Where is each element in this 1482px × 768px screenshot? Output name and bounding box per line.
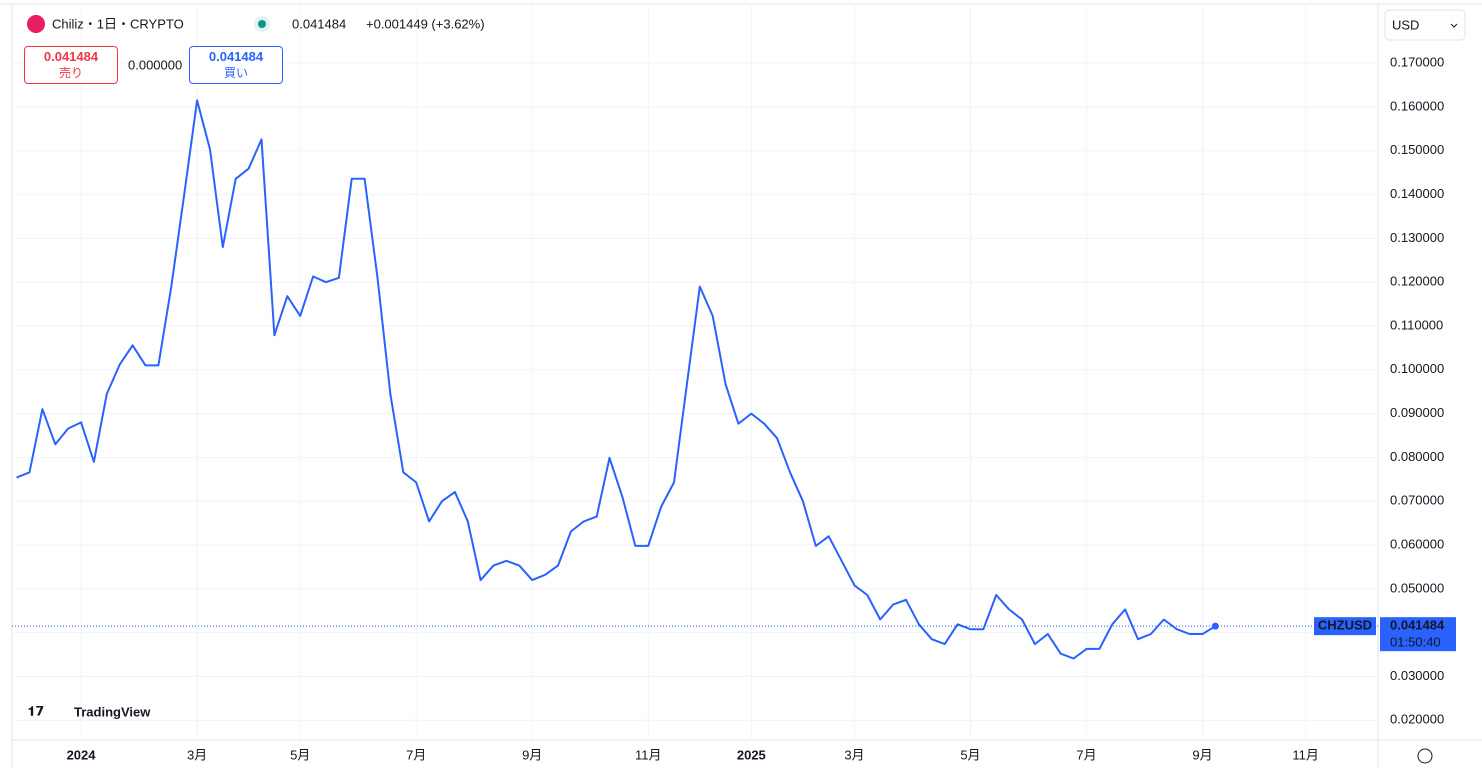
currency-select[interactable] [1384, 9, 1466, 41]
y-tick-label: 0.170000 [1390, 55, 1444, 70]
last-point [1211, 622, 1219, 630]
status-dot [258, 20, 266, 28]
y-tick-label: 0.070000 [1390, 493, 1444, 508]
y-tick-label: 0.060000 [1390, 536, 1444, 551]
y-tick-label: 0.160000 [1390, 98, 1444, 113]
sell-button[interactable]: 0.041484 売り [24, 46, 118, 84]
symbol: Chiliz・1日・CRYPTO [52, 16, 184, 31]
x-tick-label: 9月 [522, 747, 542, 762]
x-tick-label: 11月 [1292, 747, 1319, 762]
sell-price: 0.041484 [43, 49, 99, 64]
y-tick-label: 0.110000 [1390, 317, 1443, 332]
price-line [16, 99, 1216, 660]
price-badge [1380, 617, 1456, 652]
dropdown-arrow [1450, 23, 1458, 28]
currency[interactable]: USD [1392, 17, 1419, 32]
buy-label: 買い [223, 66, 248, 80]
x-tick-label: 5月 [960, 747, 980, 762]
x-tick-label: 11月 [635, 747, 662, 762]
symbol-icon [27, 15, 45, 33]
x-tick-label: 7月 [1076, 747, 1096, 762]
buy-button[interactable]: 0.041484 買い [189, 46, 283, 84]
x-tick-label: 7月 [406, 747, 426, 762]
settings-icon[interactable] [1417, 748, 1433, 764]
ticker: CHZUSD [1318, 618, 1372, 633]
y-tick-label: 0.030000 [1390, 668, 1444, 683]
y-tick-label: 0.020000 [1390, 712, 1444, 727]
sell-label: 売り [58, 66, 83, 80]
y-tick-label: 0.050000 [1390, 580, 1444, 595]
x-tick-label: 3月 [844, 747, 864, 762]
y-tick-label: 0.100000 [1390, 361, 1444, 376]
header-price: 0.041484 [292, 16, 346, 31]
x-tick-label: 3月 [187, 747, 207, 762]
countdown: 01:50:40 [1390, 635, 1441, 650]
ticker-badge [1314, 617, 1376, 636]
y-tick-label: 0.140000 [1390, 186, 1444, 201]
y-tick-label: 0.080000 [1390, 449, 1444, 464]
x-tick-label: 2025 [737, 747, 766, 762]
spread: 0.000000 [128, 57, 182, 72]
x-tick-label: 2024 [67, 747, 97, 762]
logo: TradingView [74, 704, 151, 719]
header-change: +0.001449 (+3.62%) [366, 16, 485, 31]
x-tick-label: 5月 [290, 747, 310, 762]
y-tick-label: 0.130000 [1390, 230, 1444, 245]
price-label: 0.041484 [1390, 618, 1445, 633]
y-tick-label: 0.120000 [1390, 274, 1444, 289]
y-tick-label: 0.150000 [1390, 142, 1444, 157]
y-tick-label: 0.090000 [1390, 405, 1444, 420]
buy-price: 0.041484 [208, 49, 264, 64]
x-tick-label: 9月 [1192, 747, 1212, 762]
logo-mark: 𝟏𝟳 [28, 703, 44, 718]
